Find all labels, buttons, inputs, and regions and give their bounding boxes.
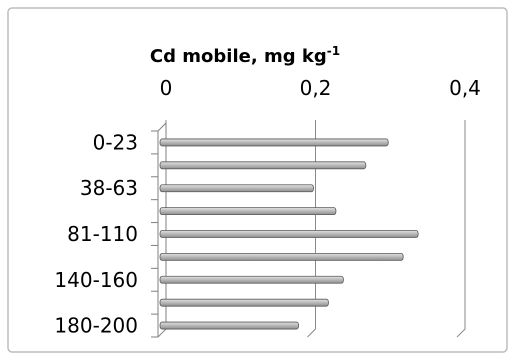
y-tick-label-140-160: 140-160	[54, 268, 138, 292]
bar-63-81	[159, 207, 337, 216]
x-tick-label-2: 0,4	[449, 76, 481, 100]
bar-81-110	[159, 230, 419, 238]
bar-23-38	[159, 161, 367, 170]
label-layer: 0 0,2 0,4 0-23 38-63 81-110 140-160 180-200	[54, 76, 480, 338]
x-tick-label-0: 0	[160, 76, 173, 100]
y-tick-label-0-23: 0-23	[93, 130, 138, 154]
axis-layer	[151, 122, 167, 338]
gridline-2	[456, 120, 466, 338]
y-tick-label-180-200: 180-200	[54, 314, 138, 338]
chart-frame	[7, 7, 508, 353]
y-tick-label-81-110: 81-110	[67, 222, 138, 246]
y-tick-label-38-63: 38-63	[80, 176, 138, 200]
chart-title: Cd mobile, mg kg-1	[150, 44, 340, 67]
bar-0-23	[159, 138, 389, 147]
gridline-1	[307, 120, 316, 338]
bar-140-160	[159, 275, 344, 284]
bar-160-180	[159, 298, 329, 307]
bar-110-140	[159, 252, 404, 261]
bar-layer	[159, 138, 419, 330]
y-axis-top-edge	[157, 122, 167, 132]
x-tick-label-1: 0,2	[300, 76, 332, 100]
bar-180-200	[159, 321, 299, 330]
bar-38-63	[159, 184, 314, 193]
